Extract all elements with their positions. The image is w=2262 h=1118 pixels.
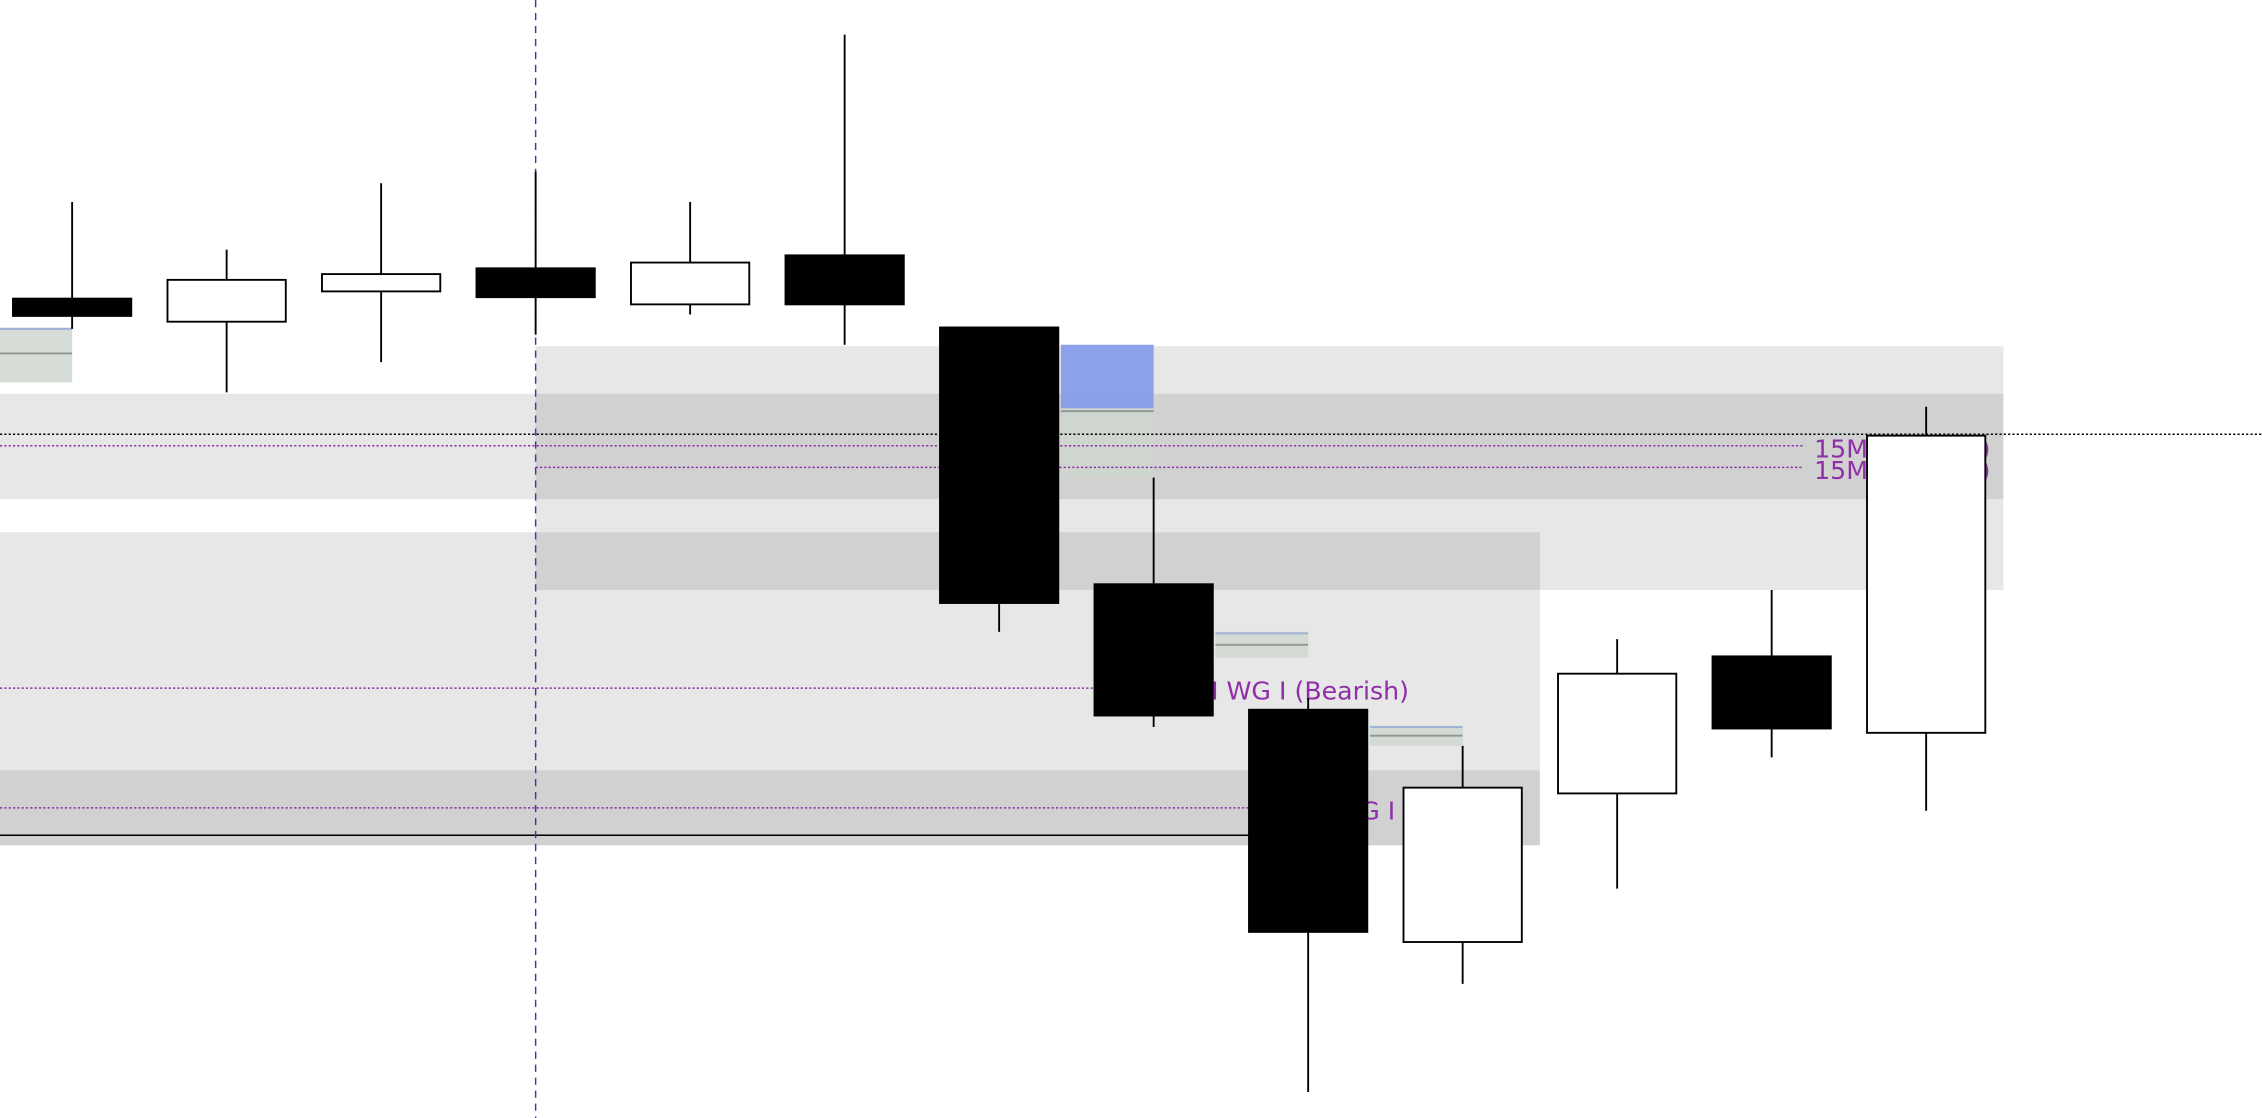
imbalance-rect [0, 327, 73, 383]
candle-body-bullish [321, 273, 442, 293]
candle-body-bullish [1557, 672, 1678, 795]
zone-rect [535, 346, 2004, 591]
candle-body-bearish [12, 297, 133, 317]
candle-body-bullish [1402, 786, 1523, 943]
candle-body-bullish [1866, 434, 1987, 734]
candle-body-bearish [475, 267, 596, 299]
candle-body-bearish [1093, 583, 1214, 717]
candle-body-bullish [630, 261, 751, 306]
candle-body-bearish [1711, 655, 1832, 730]
imbalances-layer [0, 327, 1463, 746]
level-label: 5M WG I (Bearish) [1181, 677, 1409, 706]
imbalance-fill [1060, 344, 1154, 409]
candle-body-bearish [939, 326, 1060, 604]
candles-layer [12, 34, 1987, 1093]
candle-body-bearish [784, 254, 905, 306]
candle-body-bearish [1248, 708, 1369, 933]
candle-body-bullish [166, 278, 287, 323]
